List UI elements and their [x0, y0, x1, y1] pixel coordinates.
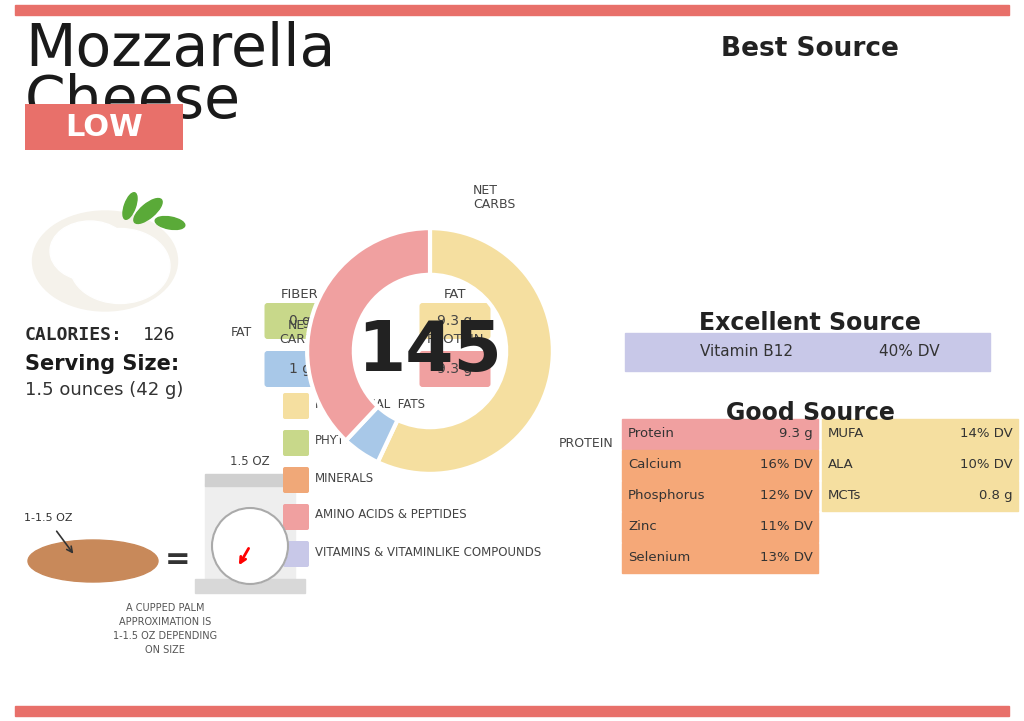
Ellipse shape — [33, 211, 177, 311]
Ellipse shape — [123, 193, 137, 219]
Text: VITAMINS & VITAMINLIKE COMPOUNDS: VITAMINS & VITAMINLIKE COMPOUNDS — [315, 546, 542, 559]
Text: FAT: FAT — [230, 326, 252, 339]
Text: NET
CARBS: NET CARBS — [279, 319, 322, 346]
Bar — [622, 543, 818, 573]
Bar — [15, 706, 1009, 716]
FancyBboxPatch shape — [283, 393, 309, 419]
Text: Selenium: Selenium — [628, 551, 690, 564]
Text: MCTs: MCTs — [828, 489, 861, 502]
Bar — [622, 512, 818, 542]
Text: 11% DV: 11% DV — [760, 520, 813, 533]
Bar — [622, 481, 818, 511]
FancyBboxPatch shape — [283, 504, 309, 530]
Ellipse shape — [70, 229, 170, 304]
Text: FAT: FAT — [443, 288, 466, 301]
Text: Excellent Source: Excellent Source — [699, 311, 921, 335]
Ellipse shape — [134, 198, 162, 224]
FancyBboxPatch shape — [283, 541, 309, 567]
FancyBboxPatch shape — [283, 467, 309, 493]
Text: =: = — [165, 544, 190, 573]
Text: Serving Size:: Serving Size: — [25, 354, 179, 374]
Text: 1 g: 1 g — [289, 362, 311, 376]
Text: 1.5 OZ: 1.5 OZ — [230, 455, 269, 468]
Text: 145: 145 — [357, 317, 503, 384]
Text: 9.3 g: 9.3 g — [779, 427, 813, 440]
Text: 0.8 g: 0.8 g — [979, 489, 1013, 502]
FancyBboxPatch shape — [420, 351, 490, 387]
Text: LOW: LOW — [66, 112, 143, 141]
Text: 9.3 g: 9.3 g — [437, 362, 473, 376]
Text: Best Source: Best Source — [721, 36, 899, 62]
Ellipse shape — [50, 221, 130, 281]
Text: Vitamin B12: Vitamin B12 — [700, 345, 793, 360]
Text: 1-1.5 OZ: 1-1.5 OZ — [24, 513, 73, 523]
Bar — [622, 419, 818, 449]
Wedge shape — [378, 228, 553, 474]
Circle shape — [212, 508, 288, 584]
Text: CALORIES:: CALORIES: — [25, 326, 123, 344]
Text: Zinc: Zinc — [628, 520, 656, 533]
Text: PROTEIN: PROTEIN — [559, 437, 613, 450]
Text: PHYTONUTRIENTS: PHYTONUTRIENTS — [315, 435, 421, 448]
Text: 12% DV: 12% DV — [760, 489, 813, 502]
Text: FIBER: FIBER — [282, 288, 318, 301]
Text: AMINO ACIDS & PEPTIDES: AMINO ACIDS & PEPTIDES — [315, 508, 467, 521]
Text: 16% DV: 16% DV — [760, 458, 813, 471]
Text: Protein: Protein — [628, 427, 675, 440]
Wedge shape — [346, 407, 397, 462]
Text: 1.5 ounces (42 g): 1.5 ounces (42 g) — [25, 381, 183, 399]
Bar — [822, 419, 1018, 449]
Bar — [205, 474, 295, 486]
Bar — [15, 5, 1009, 15]
Text: 126: 126 — [143, 326, 176, 344]
Text: NET
CARBS: NET CARBS — [473, 184, 515, 211]
Text: Phosphorus: Phosphorus — [628, 489, 706, 502]
Bar — [205, 483, 295, 583]
Text: 10% DV: 10% DV — [961, 458, 1013, 471]
Text: Calcium: Calcium — [628, 458, 682, 471]
Text: MINERALS: MINERALS — [315, 472, 374, 485]
Text: 14% DV: 14% DV — [961, 427, 1013, 440]
FancyBboxPatch shape — [264, 351, 336, 387]
Text: Cheese: Cheese — [25, 73, 241, 130]
FancyBboxPatch shape — [420, 303, 490, 339]
Text: ALA: ALA — [828, 458, 854, 471]
Text: 0 g: 0 g — [289, 314, 311, 328]
Text: A CUPPED PALM
APPROXIMATION IS
1-1.5 OZ DEPENDING
ON SIZE: A CUPPED PALM APPROXIMATION IS 1-1.5 OZ … — [113, 603, 217, 655]
Text: Good Source: Good Source — [726, 401, 894, 425]
FancyBboxPatch shape — [283, 430, 309, 456]
Wedge shape — [307, 228, 430, 441]
Bar — [822, 481, 1018, 511]
Bar — [822, 450, 1018, 480]
Text: MUFA: MUFA — [828, 427, 864, 440]
Bar — [622, 450, 818, 480]
Text: 13% DV: 13% DV — [760, 551, 813, 564]
Ellipse shape — [28, 540, 158, 582]
FancyBboxPatch shape — [25, 104, 183, 150]
Text: Mozzarella: Mozzarella — [25, 21, 335, 78]
Text: PROTEIN: PROTEIN — [426, 333, 483, 346]
Ellipse shape — [156, 216, 184, 229]
FancyBboxPatch shape — [264, 303, 336, 339]
Text: 40% DV: 40% DV — [880, 345, 940, 360]
Text: 9.3 g: 9.3 g — [437, 314, 473, 328]
Bar — [625, 333, 990, 371]
Bar — [195, 579, 305, 593]
Text: FUNCTIONAL  FATS: FUNCTIONAL FATS — [315, 397, 425, 410]
